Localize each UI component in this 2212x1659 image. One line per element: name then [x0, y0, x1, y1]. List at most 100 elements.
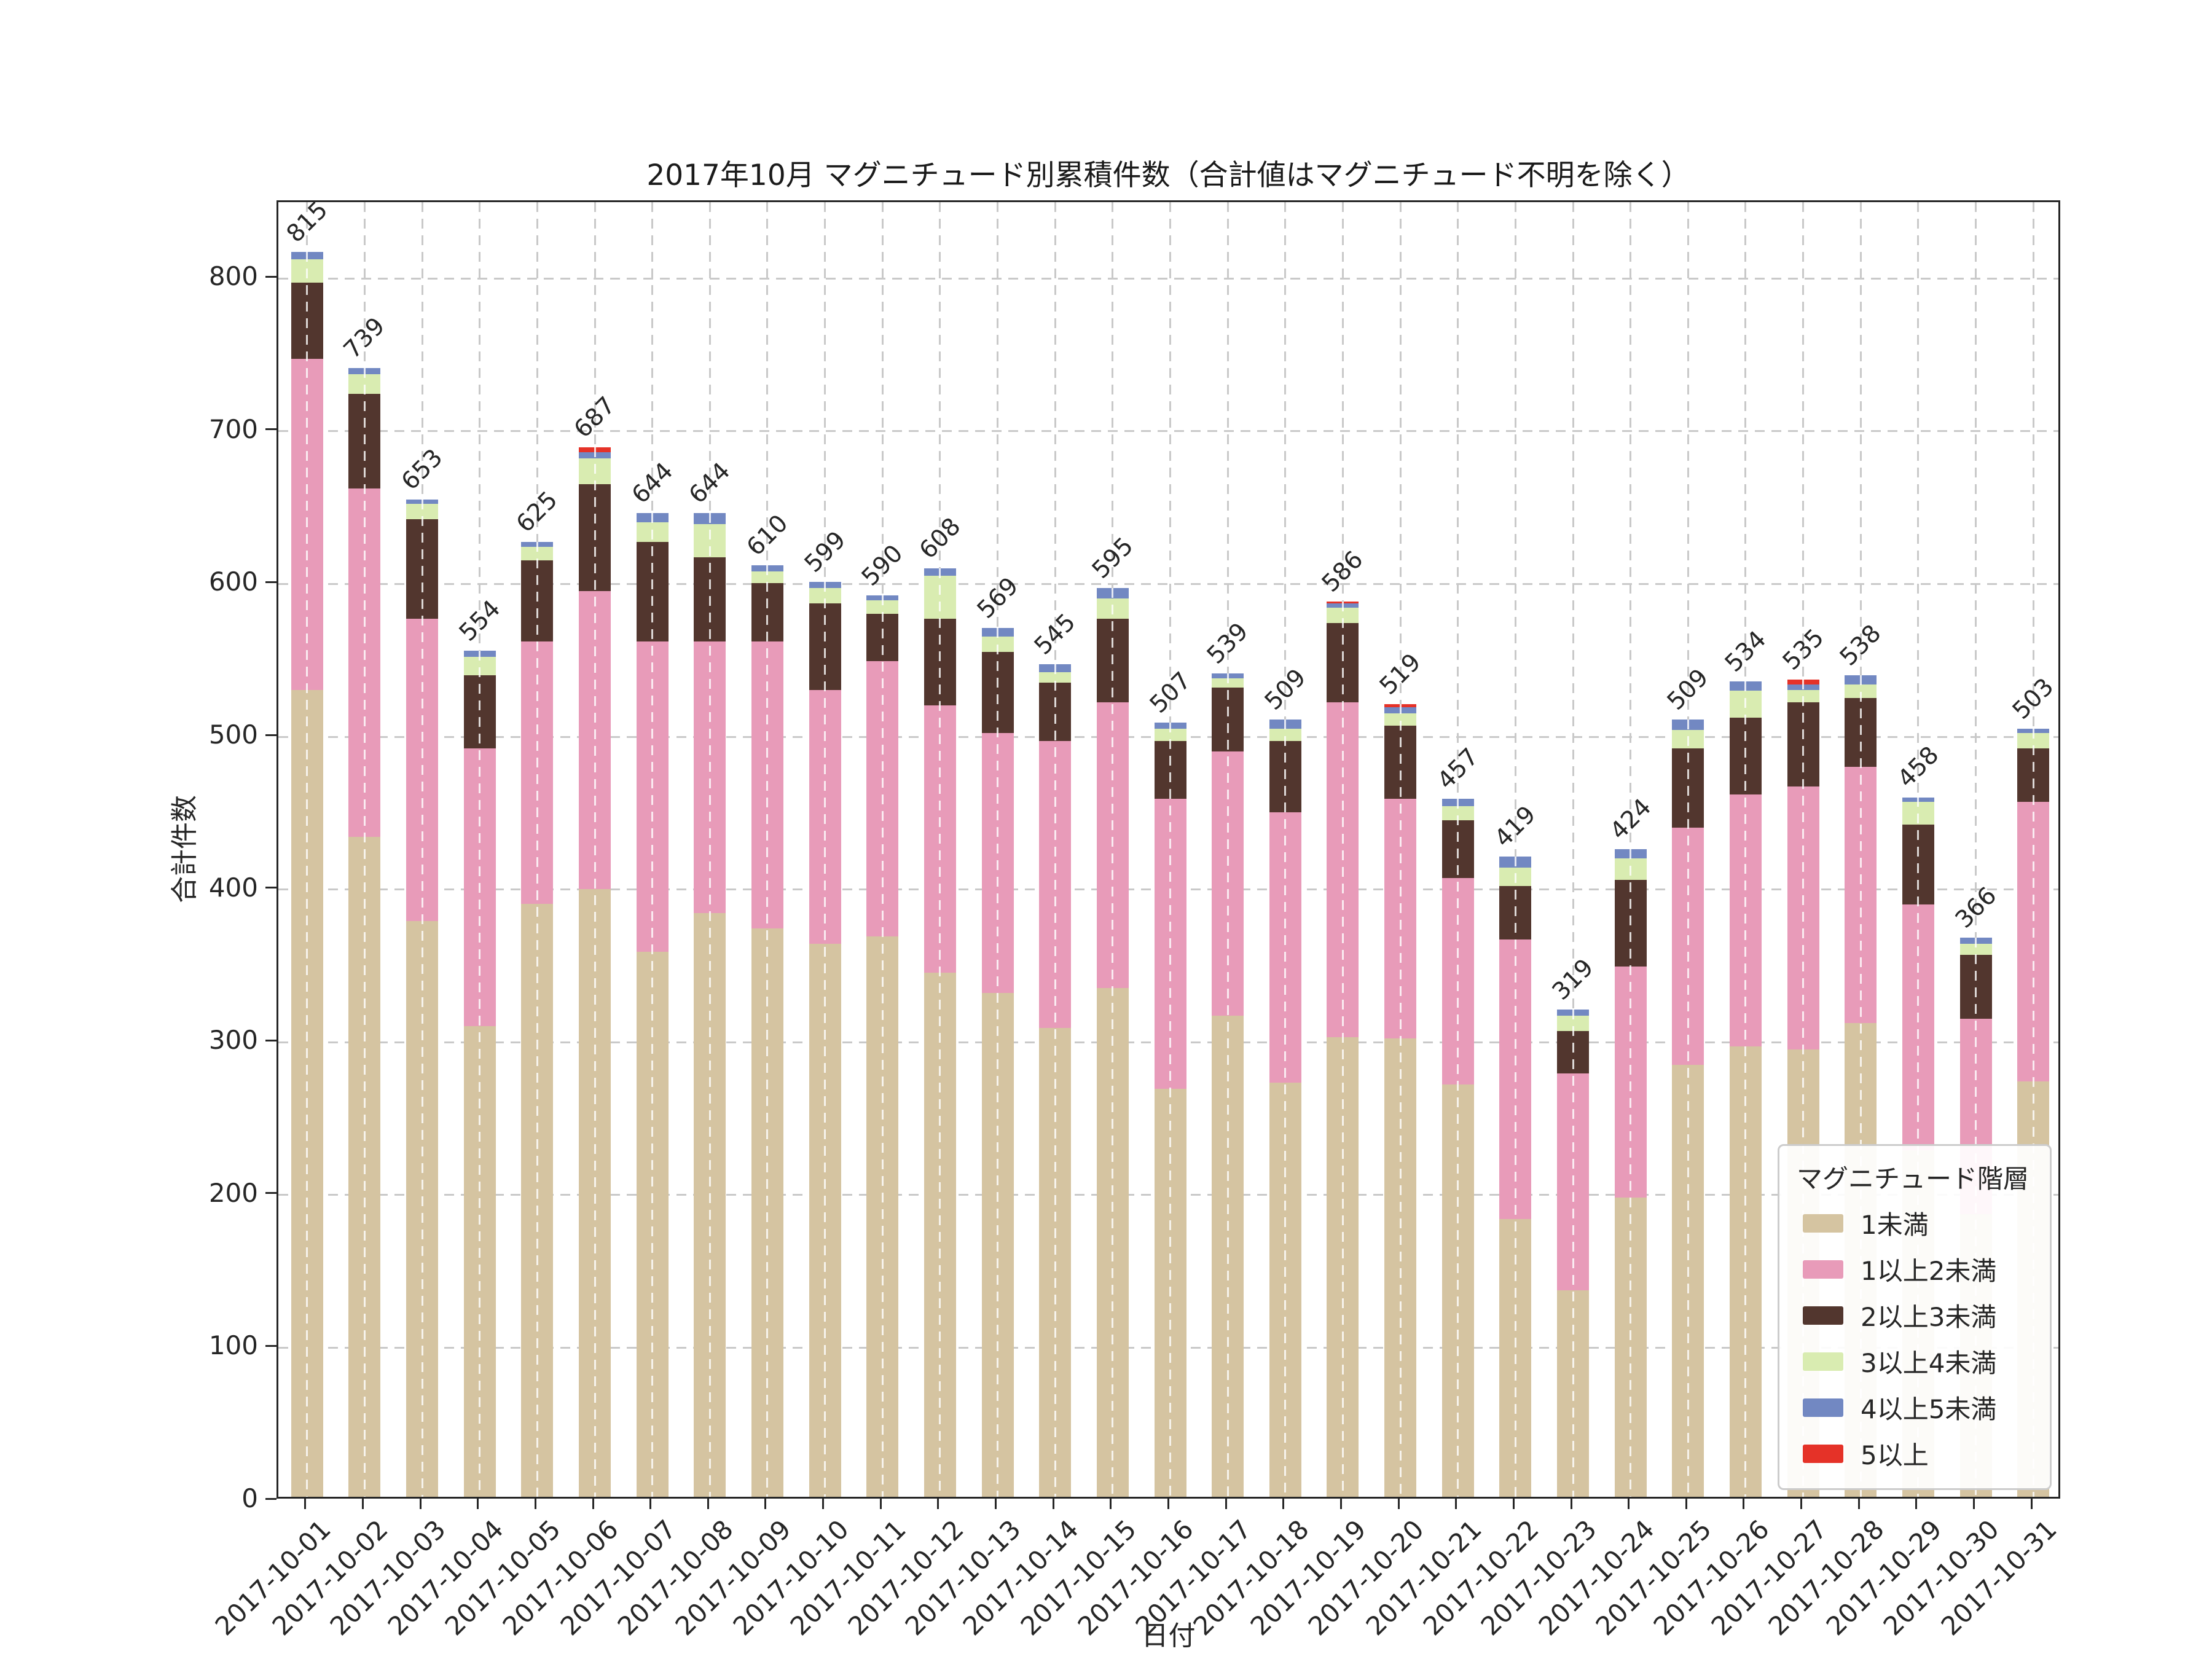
bar-center-dash: [881, 595, 884, 1497]
bar-center-dash: [2032, 728, 2034, 1497]
bar: [1327, 602, 1359, 1497]
bar: [1499, 857, 1532, 1497]
legend-swatch: [1802, 1306, 1843, 1325]
y-tick-mark: [265, 428, 276, 431]
bar: [636, 513, 669, 1497]
bar-center-dash: [1226, 673, 1229, 1497]
bar-center-dash: [824, 581, 826, 1497]
bar: [694, 513, 726, 1497]
x-tick-mark: [1570, 1499, 1572, 1509]
x-tick-mark: [1455, 1499, 1457, 1509]
legend-item-label: 1未満: [1860, 1210, 1929, 1240]
x-tick-mark: [477, 1499, 479, 1509]
bar: [809, 581, 841, 1497]
x-tick-mark: [1915, 1499, 1918, 1509]
x-tick-mark: [419, 1499, 422, 1509]
x-tick-mark: [1628, 1499, 1630, 1509]
x-tick-mark: [1973, 1499, 1975, 1509]
y-tick-mark: [265, 581, 276, 583]
bar-center-dash: [363, 367, 366, 1497]
y-tick-label: 0: [241, 1483, 258, 1513]
legend-swatch: [1802, 1260, 1843, 1279]
x-tick-mark: [1800, 1499, 1803, 1509]
y-tick-label: 100: [208, 1330, 258, 1361]
bar: [1441, 798, 1474, 1497]
bar: [1384, 704, 1417, 1497]
bar-center-dash: [1169, 722, 1171, 1497]
legend-item: 2以上3未満: [1797, 1296, 2029, 1334]
x-tick-mark: [1685, 1499, 1687, 1509]
bar-center-dash: [1399, 704, 1402, 1497]
legend-items: 1未満 1以上2未満 2以上3未満 3以上4未満 4以上5未満 5以上: [1797, 1204, 2029, 1472]
legend-item: 1以上2未満: [1797, 1250, 2029, 1288]
bar: [1672, 719, 1704, 1497]
bar: [348, 367, 381, 1497]
x-tick-mark: [649, 1499, 652, 1509]
x-tick-mark: [764, 1499, 767, 1509]
bar: [463, 650, 496, 1497]
bar: [406, 499, 439, 1497]
y-tick-label: 800: [208, 261, 258, 292]
v-gridline: [1975, 202, 1977, 1497]
y-tick-label: 200: [208, 1177, 258, 1208]
bar: [1614, 849, 1647, 1497]
bar-center-dash: [651, 513, 654, 1497]
x-tick-mark: [1167, 1499, 1169, 1509]
legend-swatch: [1802, 1352, 1843, 1371]
x-tick-mark: [1743, 1499, 1745, 1509]
x-tick-mark: [1339, 1499, 1342, 1509]
bar-center-dash: [1341, 602, 1344, 1497]
y-tick-label: 300: [208, 1025, 258, 1056]
bar-center-dash: [594, 447, 596, 1497]
bar-center-dash: [306, 252, 308, 1497]
legend-item: 5以上: [1797, 1435, 2029, 1472]
legend-item: 3以上4未満: [1797, 1343, 2029, 1380]
bar-center-dash: [766, 565, 769, 1497]
bar-center-dash: [997, 627, 999, 1497]
bar: [521, 542, 554, 1497]
x-tick-mark: [304, 1499, 307, 1509]
y-tick-label: 700: [208, 414, 258, 444]
bar: [924, 568, 956, 1497]
bar: [579, 447, 611, 1497]
bar-center-dash: [1859, 675, 1862, 1497]
bar: [1269, 719, 1301, 1497]
bar-center-dash: [1744, 681, 1747, 1497]
bar: [1557, 1010, 1590, 1497]
h-gridline: [278, 582, 2058, 585]
x-axis-label: 日付: [1141, 1620, 1196, 1652]
bar-center-dash: [1514, 857, 1516, 1497]
legend-item-label: 4以上5未満: [1860, 1394, 1997, 1424]
legend: マグニチュード階層 1未満 1以上2未満 2以上3未満 3以上4未満 4以上5未満 5以上: [1777, 1144, 2052, 1490]
bar: [751, 565, 783, 1497]
x-tick-mark: [592, 1499, 594, 1509]
x-tick-mark: [1225, 1499, 1227, 1509]
bar-center-dash: [1572, 1010, 1574, 1497]
bar-center-dash: [479, 650, 481, 1497]
x-tick-mark: [707, 1499, 709, 1509]
bar-center-dash: [1802, 680, 1805, 1497]
v-gridline: [1572, 202, 1574, 1497]
bar-center-dash: [536, 542, 538, 1497]
legend-item-label: 3以上4未満: [1860, 1348, 1997, 1378]
legend-item: 4以上5未満: [1797, 1389, 2029, 1426]
bar: [1212, 673, 1244, 1497]
x-tick-mark: [361, 1499, 364, 1509]
y-tick-label: 500: [208, 720, 258, 750]
bar: [1729, 681, 1762, 1497]
bar: [981, 627, 1014, 1497]
x-tick-mark: [822, 1499, 825, 1509]
x-tick-mark: [1052, 1499, 1054, 1509]
x-tick-mark: [1110, 1499, 1112, 1509]
bar: [1039, 664, 1072, 1497]
x-tick-mark: [937, 1499, 939, 1509]
y-tick-mark: [265, 734, 276, 736]
bar-center-dash: [1054, 664, 1056, 1497]
legend-item: 1未満: [1797, 1204, 2029, 1242]
x-tick-mark: [1282, 1499, 1285, 1509]
y-tick-label: 600: [208, 567, 258, 597]
x-tick-mark: [995, 1499, 997, 1509]
legend-title: マグニチュード階層: [1796, 1164, 2029, 1194]
bar: [1096, 587, 1129, 1497]
x-tick-mark: [2030, 1499, 2033, 1509]
